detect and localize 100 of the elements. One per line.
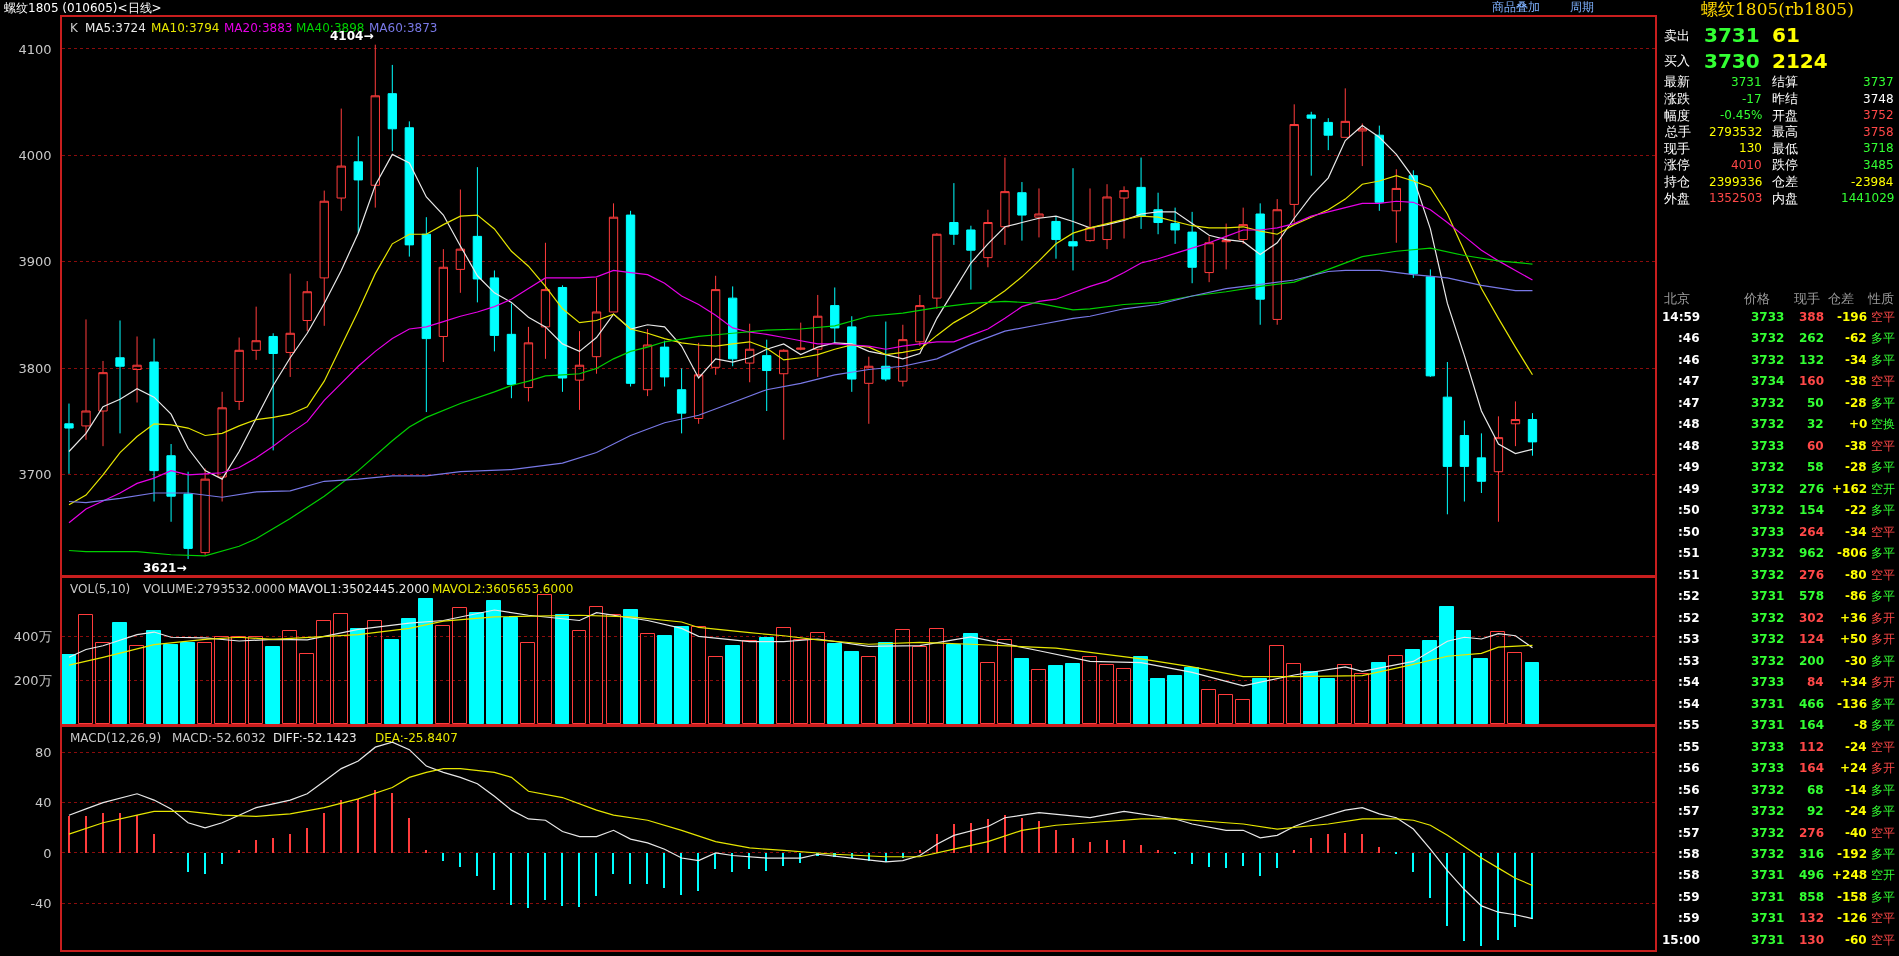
category-label: 现手 bbox=[1794, 291, 1820, 306]
text: -62 bbox=[1845, 331, 1867, 345]
text: 262 bbox=[1799, 331, 1825, 345]
text: 涨跌 bbox=[1664, 91, 1690, 106]
text: 496 bbox=[1799, 868, 1825, 882]
text: 3733 bbox=[1751, 310, 1785, 324]
text: 空开 bbox=[1871, 868, 1895, 882]
text: +34 bbox=[1840, 675, 1867, 689]
text: 持仓 bbox=[1664, 174, 1690, 189]
text: 多平 bbox=[1871, 804, 1895, 818]
y-tick-label: 40 bbox=[35, 795, 52, 811]
text: -0.45% bbox=[1720, 108, 1763, 122]
text: 多平 bbox=[1871, 697, 1895, 711]
text: 昨结 bbox=[1772, 91, 1798, 106]
text: 跌停 bbox=[1772, 157, 1798, 172]
text: 仓差 bbox=[1772, 174, 1798, 189]
text: 空平 bbox=[1871, 439, 1895, 453]
text: :58 bbox=[1678, 868, 1700, 882]
text: 2124 bbox=[1772, 49, 1828, 73]
text: :48 bbox=[1678, 417, 1700, 431]
text: -34 bbox=[1845, 525, 1867, 539]
text: 3731 bbox=[1751, 911, 1785, 925]
text: 3732 bbox=[1751, 654, 1785, 668]
text: 84 bbox=[1807, 675, 1824, 689]
text: 3732 bbox=[1751, 847, 1785, 861]
chart-title: MACD(12,26,9) bbox=[70, 731, 162, 745]
text: 200 bbox=[1799, 654, 1825, 668]
text: -38 bbox=[1845, 374, 1867, 388]
text: :59 bbox=[1678, 911, 1700, 925]
y-tick-label: 400万 bbox=[13, 629, 52, 645]
text: :57 bbox=[1678, 826, 1700, 840]
text: 空平 bbox=[1871, 525, 1895, 539]
text: 3732 bbox=[1751, 826, 1785, 840]
series-label: DIFF:-52.1423 bbox=[273, 731, 357, 745]
text: -28 bbox=[1845, 460, 1867, 474]
text: 空开 bbox=[1871, 482, 1895, 496]
text: :53 bbox=[1678, 632, 1700, 646]
text: 3732 bbox=[1751, 417, 1785, 431]
text: 3733 bbox=[1751, 439, 1785, 453]
text: 多平 bbox=[1871, 890, 1895, 904]
text: 130 bbox=[1799, 933, 1825, 947]
text: 周期 bbox=[1570, 0, 1594, 14]
text: 3733 bbox=[1751, 740, 1785, 754]
chart-title: VOL(5,10) bbox=[70, 582, 131, 596]
text: 4010 bbox=[1731, 158, 1762, 172]
text: :54 bbox=[1678, 675, 1700, 689]
text: 58 bbox=[1807, 460, 1824, 474]
text: 多平 bbox=[1871, 847, 1895, 861]
text: 空平 bbox=[1871, 826, 1895, 840]
text: 多平 bbox=[1871, 503, 1895, 517]
text: -126 bbox=[1837, 911, 1868, 925]
text: 132 bbox=[1799, 911, 1825, 925]
text: :50 bbox=[1678, 503, 1700, 517]
text: :52 bbox=[1678, 589, 1700, 603]
text: 124 bbox=[1799, 632, 1825, 646]
annotation: 3621→ bbox=[143, 561, 187, 575]
text: 3732 bbox=[1751, 568, 1785, 582]
text: 132 bbox=[1799, 353, 1825, 367]
text: :51 bbox=[1678, 546, 1700, 560]
y-tick-label: 4000 bbox=[18, 147, 52, 163]
text: 多平 bbox=[1871, 396, 1895, 410]
text: :48 bbox=[1678, 439, 1700, 453]
text: -86 bbox=[1845, 589, 1867, 603]
series-label: MAVOL2:3605653.6000 bbox=[432, 582, 574, 596]
text: 多平 bbox=[1871, 654, 1895, 668]
y-tick-label: 3900 bbox=[18, 254, 52, 270]
text: 3752 bbox=[1863, 108, 1894, 122]
text: 3731 bbox=[1751, 718, 1785, 732]
text: 买入 bbox=[1664, 53, 1690, 68]
text: :47 bbox=[1678, 396, 1700, 410]
text: 3748 bbox=[1863, 92, 1894, 106]
y-tick-label: 3800 bbox=[18, 360, 52, 376]
text: 3732 bbox=[1751, 503, 1785, 517]
text: 3733 bbox=[1751, 675, 1785, 689]
text: 幅度 bbox=[1664, 108, 1690, 123]
text: 3731 bbox=[1704, 23, 1760, 47]
text: -14 bbox=[1845, 783, 1867, 797]
text: 空平 bbox=[1871, 933, 1895, 947]
text: 现手 bbox=[1664, 141, 1690, 156]
text: 154 bbox=[1799, 503, 1825, 517]
text: :53 bbox=[1678, 654, 1700, 668]
text: -192 bbox=[1837, 847, 1868, 861]
text: 61 bbox=[1772, 23, 1800, 47]
text: 3730 bbox=[1704, 49, 1760, 73]
text: -22 bbox=[1845, 503, 1867, 517]
annotation: MACD:-52.6032 bbox=[172, 731, 266, 745]
text: 130 bbox=[1739, 141, 1762, 155]
text: -24 bbox=[1845, 740, 1867, 754]
text: 多平 bbox=[1871, 718, 1895, 732]
text: -28 bbox=[1845, 396, 1867, 410]
text: -80 bbox=[1845, 568, 1867, 582]
text: 858 bbox=[1799, 890, 1825, 904]
text: :52 bbox=[1678, 611, 1700, 625]
y-tick-label: 4100 bbox=[18, 41, 52, 57]
text: 外盘 bbox=[1664, 191, 1690, 206]
text: -806 bbox=[1837, 546, 1868, 560]
text: 3732 bbox=[1751, 804, 1785, 818]
text: 14:59 bbox=[1662, 310, 1701, 324]
text: :47 bbox=[1678, 374, 1700, 388]
text: 164 bbox=[1799, 718, 1825, 732]
